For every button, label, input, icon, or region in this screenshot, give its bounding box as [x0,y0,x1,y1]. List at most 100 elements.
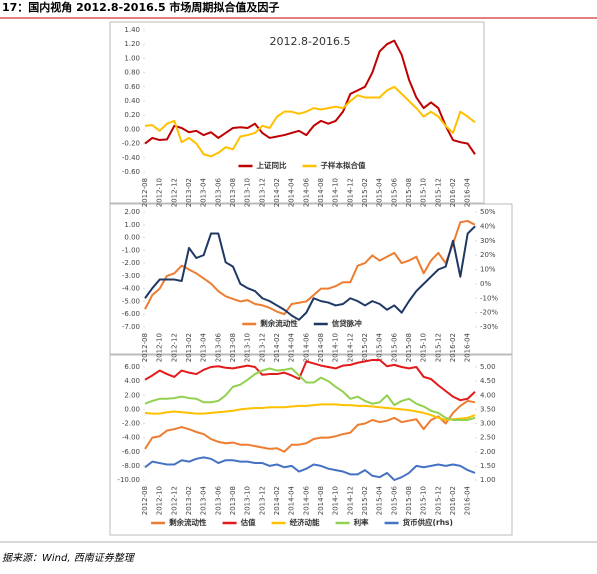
x-tick-label: 2014-12 [346,178,354,207]
y2-tick-label: -30% [480,323,498,331]
y-tick-label: 0.00 [124,234,140,242]
x-tick-label: 2012-12 [170,486,178,515]
x-tick-label: 2016-02 [449,333,457,362]
y-tick-label: 0.40 [124,97,140,105]
legend-label: 经济动能 [290,517,320,527]
x-tick-label: 2013-04 [200,177,208,207]
y-tick-label: 2.00 [124,391,140,399]
x-tick-label: 2016-04 [464,332,472,362]
y-tick-label: -6.00 [122,310,140,318]
x-tick-label: 2014-06 [302,177,310,207]
y-tick-label: -2.00 [122,259,140,267]
y-tick-label: -3.00 [122,272,140,280]
y2-tick-label: 2.00 [480,448,496,456]
x-tick-label: 2014-08 [317,333,325,362]
legend-label: 利率 [353,517,369,527]
y-tick-label: 0.20 [124,111,140,119]
x-tick-label: 2012-10 [156,333,164,362]
x-tick-label: 2013-10 [244,486,252,515]
x-tick-label: 2013-06 [214,177,222,207]
x-tick-label: 2015-04 [376,332,384,362]
x-tick-label: 2012-08 [141,178,149,207]
y2-tick-label: 0% [480,280,491,288]
x-tick-label: 2016-02 [449,486,457,515]
x-tick-label: 2014-10 [332,333,340,362]
x-tick-label: 2015-10 [420,178,428,207]
x-tick-label: 2013-12 [258,486,266,515]
chart-title: 2012.8-2016.5 [270,35,351,48]
x-tick-label: 2015-04 [376,177,384,207]
x-tick-label: 2015-12 [434,486,442,515]
y2-tick-label: 40% [480,222,496,230]
y-tick-label: 4.00 [124,377,140,385]
x-tick-label: 2013-04 [200,485,208,515]
x-tick-label: 2013-06 [214,332,222,362]
x-tick-label: 2015-12 [434,178,442,207]
x-tick-label: 2014-02 [273,333,281,362]
x-tick-label: 2014-04 [288,485,296,515]
x-tick-label: 2014-02 [273,178,281,207]
x-tick-label: 2015-04 [376,485,384,515]
panel-frame [109,203,513,355]
y-tick-label: -4.00 [122,285,140,293]
y2-tick-label: 3.00 [480,420,496,428]
panel-frame [109,21,485,204]
y2-tick-label: 30% [480,237,496,245]
x-tick-label: 2016-04 [464,177,472,207]
y2-tick-label: 1.50 [480,462,496,470]
x-tick-label: 2015-08 [405,333,413,362]
x-tick-label: 2013-08 [229,486,237,515]
y2-tick-label: 1.00 [480,476,496,484]
series-line [144,456,476,481]
legend-label: 剩余流动性 [169,517,207,527]
y-tick-label: 6.00 [124,363,140,371]
x-tick-label: 2013-02 [185,333,193,362]
series-line [144,358,476,402]
y2-tick-label: 2.50 [480,434,496,442]
legend-label: 货币供应(rhs) [402,517,453,527]
y-tick-label: -4.00 [122,434,140,442]
x-tick-label: 2013-06 [214,485,222,515]
series-line [144,399,476,453]
x-tick-label: 2015-06 [390,177,398,207]
x-tick-label: 2014-04 [288,332,296,362]
series-line [144,85,476,158]
x-tick-label: 2015-08 [405,178,413,207]
legend-label: 估值 [240,517,256,527]
y-tick-label: -0.60 [122,168,140,176]
x-tick-label: 2013-08 [229,178,237,207]
x-tick-label: 2013-04 [200,332,208,362]
x-tick-label: 2016-02 [449,178,457,207]
x-tick-label: 2014-10 [332,178,340,207]
y2-tick-label: -10% [480,294,498,302]
x-tick-label: 2015-10 [420,486,428,515]
x-tick-label: 2013-12 [258,178,266,207]
x-tick-label: 2013-12 [258,333,266,362]
legend-label: 子样本拟合值 [321,160,366,170]
series-line [144,219,476,316]
x-tick-label: 2015-02 [361,333,369,362]
legend-label: 信贷脉冲 [332,318,362,328]
y-tick-label: 1.20 [124,40,140,48]
series-line [144,403,476,421]
x-tick-label: 2014-08 [317,178,325,207]
y-tick-label: -5.00 [122,297,140,305]
x-tick-label: 2014-04 [288,177,296,207]
y2-tick-label: 3.50 [480,405,496,413]
y2-tick-label: 4.00 [480,391,496,399]
x-tick-label: 2012-10 [156,486,164,515]
x-tick-label: 2014-12 [346,486,354,515]
y-tick-label: -0.20 [122,140,140,148]
y2-tick-label: -20% [480,309,498,317]
x-tick-label: 2015-10 [420,333,428,362]
y-tick-label: -8.00 [122,462,140,470]
y2-tick-label: 4.50 [480,377,496,385]
y-tick-label: 1.00 [124,221,140,229]
x-tick-label: 2015-12 [434,333,442,362]
x-tick-label: 2015-06 [390,332,398,362]
y2-tick-label: 50% [480,208,496,216]
panel-frame [109,354,513,536]
x-tick-label: 2013-08 [229,333,237,362]
x-tick-label: 2014-10 [332,486,340,515]
